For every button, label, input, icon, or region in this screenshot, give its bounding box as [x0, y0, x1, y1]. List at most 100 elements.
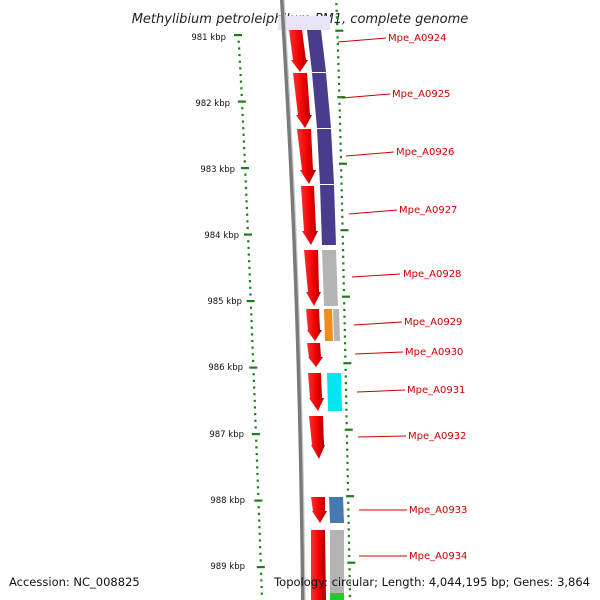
- minor-tick: [337, 69, 340, 72]
- minor-tick: [347, 535, 350, 538]
- kbp-label: 983 kbp: [200, 165, 235, 175]
- gene-label-mpe-a0925[interactable]: Mpe_A0925: [392, 89, 450, 100]
- minor-tick: [345, 408, 348, 411]
- minor-tick: [253, 406, 257, 409]
- minor-tick: [250, 326, 253, 329]
- minor-tick: [344, 382, 347, 385]
- cog-block-mpe-a0929: [324, 309, 333, 341]
- minor-tick: [344, 388, 348, 391]
- minor-tick: [347, 515, 350, 518]
- minor-tick: [345, 441, 349, 445]
- gene-label-mpe-a0924[interactable]: Mpe_A0924: [388, 33, 446, 44]
- gene-label-mpe-a0928[interactable]: Mpe_A0928: [403, 269, 461, 280]
- minor-tick: [346, 468, 349, 471]
- major-tick: [337, 96, 346, 99]
- minor-tick: [335, 9, 338, 12]
- kbp-label: 985 kbp: [207, 297, 242, 307]
- minor-tick: [246, 213, 249, 216]
- minor-tick: [337, 56, 340, 59]
- cds-arrow-mpe-a0927: [301, 186, 318, 245]
- minor-tick: [340, 195, 343, 199]
- cog-track: [307, 30, 344, 600]
- gene-label-mpe-a0931[interactable]: Mpe_A0931: [407, 385, 465, 396]
- minor-tick: [245, 206, 248, 210]
- minor-tick: [245, 200, 248, 203]
- minor-tick: [347, 541, 351, 544]
- minor-tick: [253, 393, 256, 396]
- minor-tick: [335, 3, 338, 6]
- genome-backbone: [280, 0, 305, 600]
- minor-tick: [244, 186, 248, 190]
- gene-label-mpe-a0933[interactable]: Mpe_A0933: [409, 505, 467, 516]
- minor-tick: [348, 568, 351, 571]
- minor-tick: [348, 554, 351, 558]
- minor-tick: [246, 220, 249, 223]
- minor-tick: [242, 133, 245, 136]
- gene-label-mpe-a0930[interactable]: Mpe_A0930: [405, 347, 463, 358]
- minor-tick: [251, 339, 254, 343]
- gene-label-mpe-a0927[interactable]: Mpe_A0927: [399, 205, 457, 216]
- minor-tick: [238, 60, 241, 63]
- cds-arrow-mpe-a0934: [311, 530, 326, 600]
- gene-label-mpe-a0934[interactable]: Mpe_A0934: [409, 551, 467, 562]
- minor-tick: [254, 413, 257, 416]
- minor-tick: [239, 67, 242, 70]
- minor-tick: [345, 415, 348, 418]
- minor-tick: [345, 395, 348, 398]
- minor-tick: [342, 282, 345, 285]
- minor-tick: [258, 526, 261, 529]
- minor-tick: [347, 521, 350, 524]
- minor-tick: [257, 492, 260, 496]
- cds-arrow-mpe-a0929: [306, 309, 322, 341]
- minor-tick: [343, 315, 346, 318]
- kbp-tick-column: [234, 34, 265, 595]
- minor-tick: [337, 82, 341, 85]
- minor-tick: [248, 260, 251, 263]
- minor-tick: [345, 402, 348, 405]
- minor-tick: [341, 235, 344, 238]
- cds-arrow-mpe-a0924: [289, 30, 308, 72]
- gene-label-texts: Mpe_A0924 Mpe_A0925 Mpe_A0926 Mpe_A0927 …: [388, 33, 467, 562]
- minor-tick: [256, 472, 259, 476]
- minor-tick: [252, 373, 255, 376]
- minor-tick: [237, 40, 240, 43]
- kbp-axis: 981 kbp 982 kbp 983 kbp 984 kbp 985 kbp …: [191, 33, 245, 572]
- minor-tick: [339, 142, 342, 145]
- minor-tick: [248, 280, 252, 283]
- minor-tick: [342, 275, 345, 278]
- minor-tick: [259, 546, 262, 549]
- minor-tick: [260, 592, 263, 595]
- minor-tick: [343, 322, 346, 325]
- minor-tick: [256, 466, 259, 469]
- minor-tick: [340, 202, 344, 205]
- top-band: [278, 16, 330, 30]
- major-tick: [346, 495, 355, 498]
- minor-tick: [241, 120, 245, 123]
- gene-label-mpe-a0926[interactable]: Mpe_A0926: [396, 147, 454, 158]
- minor-tick: [243, 160, 246, 163]
- minor-tick: [241, 113, 244, 116]
- minor-tick: [348, 594, 352, 598]
- minor-tick: [238, 53, 241, 57]
- minor-tick: [239, 80, 243, 83]
- gene-label-mpe-a0929[interactable]: Mpe_A0929: [404, 317, 462, 328]
- minor-tick: [338, 89, 341, 92]
- minor-tick: [341, 249, 345, 252]
- minor-tick: [259, 559, 262, 562]
- major-tick: [237, 100, 246, 103]
- minor-tick: [243, 147, 246, 150]
- minor-tick: [344, 368, 347, 371]
- minor-tick: [252, 359, 255, 363]
- minor-tick: [341, 242, 345, 245]
- minor-tick: [340, 189, 343, 192]
- inner-tick-column: [335, 3, 356, 598]
- cds-track: [289, 30, 327, 600]
- gene-label-mpe-a0932[interactable]: Mpe_A0932: [408, 431, 466, 442]
- major-tick: [338, 162, 347, 165]
- minor-tick: [240, 87, 243, 90]
- minor-tick: [247, 253, 250, 256]
- minor-tick: [345, 435, 349, 438]
- minor-tick: [346, 481, 349, 484]
- minor-tick: [249, 306, 253, 309]
- minor-tick: [342, 262, 345, 265]
